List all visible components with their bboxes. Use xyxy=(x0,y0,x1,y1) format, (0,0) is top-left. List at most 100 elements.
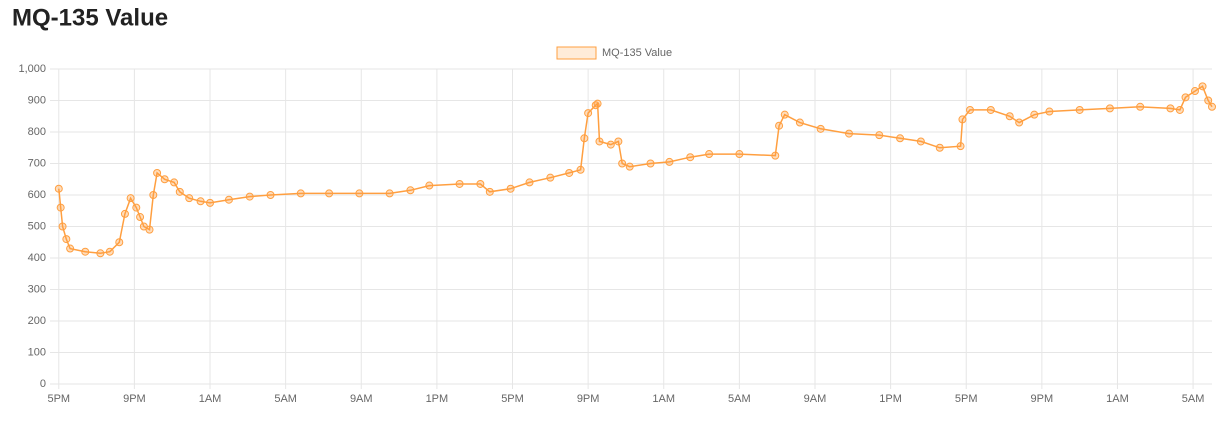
data-point xyxy=(355,189,364,198)
y-tick-label: 600 xyxy=(28,189,46,201)
data-point xyxy=(153,168,162,177)
x-tick-label: 9AM xyxy=(350,393,373,405)
y-tick-label: 800 xyxy=(28,126,46,138)
data-point xyxy=(816,124,825,133)
data-point xyxy=(576,165,585,174)
data-point xyxy=(485,187,494,196)
data-point xyxy=(385,189,394,198)
data-point xyxy=(595,137,604,146)
x-tick-label: 5PM xyxy=(501,393,524,405)
data-point xyxy=(646,159,655,168)
data-point xyxy=(1198,82,1207,91)
data-point xyxy=(1190,87,1199,96)
data-point xyxy=(705,150,714,159)
data-point xyxy=(896,134,905,143)
data-point xyxy=(845,129,854,138)
x-tick-label: 5AM xyxy=(728,393,751,405)
data-point xyxy=(66,244,75,253)
x-tick-label: 1AM xyxy=(652,393,675,405)
data-point xyxy=(1030,110,1039,119)
data-point xyxy=(120,209,129,218)
data-point xyxy=(606,140,615,149)
data-point xyxy=(775,121,784,130)
data-point xyxy=(96,249,105,258)
data-point xyxy=(56,203,65,212)
data-point xyxy=(136,213,145,222)
x-tick-label: 9AM xyxy=(804,393,827,405)
data-point xyxy=(966,105,975,114)
data-point xyxy=(584,109,593,118)
data-point xyxy=(132,203,141,212)
data-point xyxy=(1208,102,1216,111)
data-point xyxy=(1105,104,1114,113)
data-point xyxy=(224,195,233,204)
data-point xyxy=(1045,107,1054,116)
legend-swatch xyxy=(556,46,597,60)
data-point xyxy=(296,189,305,198)
data-point xyxy=(780,110,789,119)
data-point xyxy=(1181,93,1190,102)
data-line xyxy=(58,85,1213,255)
data-point xyxy=(1075,105,1084,114)
data-point xyxy=(875,131,884,140)
data-point xyxy=(425,181,434,190)
data-point xyxy=(325,189,334,198)
data-point xyxy=(1175,105,1184,114)
data-point xyxy=(580,134,589,143)
legend-label: MQ-135 Value xyxy=(602,47,672,59)
x-tick-label: 9PM xyxy=(1031,393,1054,405)
y-tick-label: 200 xyxy=(28,315,46,327)
data-point xyxy=(81,247,90,256)
data-point xyxy=(986,105,995,114)
data-point xyxy=(1136,102,1145,111)
data-point xyxy=(506,184,515,193)
data-point xyxy=(54,184,63,193)
data-point xyxy=(771,151,780,160)
data-point xyxy=(525,178,534,187)
x-tick-label: 1AM xyxy=(199,393,222,405)
data-point xyxy=(175,187,184,196)
data-point xyxy=(149,191,158,199)
data-point xyxy=(476,179,485,188)
data-point xyxy=(546,173,555,182)
data-point xyxy=(406,186,415,195)
data-point xyxy=(58,222,67,231)
data-point xyxy=(625,162,634,171)
data-point xyxy=(1015,118,1024,127)
data-point xyxy=(686,153,695,162)
x-tick-label: 1PM xyxy=(879,393,902,405)
data-point xyxy=(105,247,114,256)
data-point xyxy=(196,197,205,206)
data-point xyxy=(916,137,925,146)
data-point xyxy=(115,238,124,247)
x-tick-label: 5AM xyxy=(1182,393,1205,405)
data-point xyxy=(1166,104,1175,113)
x-tick-label: 1PM xyxy=(426,393,449,405)
data-point xyxy=(958,115,967,124)
y-tick-label: 500 xyxy=(28,220,46,232)
chart-title: MQ-135 Value xyxy=(12,4,168,31)
x-tick-label: 5AM xyxy=(274,393,297,405)
data-point xyxy=(145,225,154,234)
data-point xyxy=(665,157,674,166)
data-point xyxy=(245,192,254,201)
data-point xyxy=(1005,112,1014,121)
data-point xyxy=(935,143,944,152)
data-point xyxy=(185,194,194,203)
data-point xyxy=(206,198,215,207)
y-tick-label: 400 xyxy=(28,252,46,264)
x-tick-label: 1AM xyxy=(1106,393,1129,405)
data-point xyxy=(614,137,623,146)
x-tick-label: 9PM xyxy=(577,393,600,405)
data-point xyxy=(455,179,464,188)
x-tick-label: 5PM xyxy=(955,393,978,405)
data-point xyxy=(618,159,627,168)
x-tick-label: 5PM xyxy=(47,393,70,405)
data-point xyxy=(795,118,804,127)
y-tick-label: 1,000 xyxy=(18,63,46,75)
y-tick-label: 0 xyxy=(40,378,46,390)
data-point xyxy=(593,99,602,108)
y-tick-label: 900 xyxy=(28,94,46,106)
data-point xyxy=(126,194,135,203)
